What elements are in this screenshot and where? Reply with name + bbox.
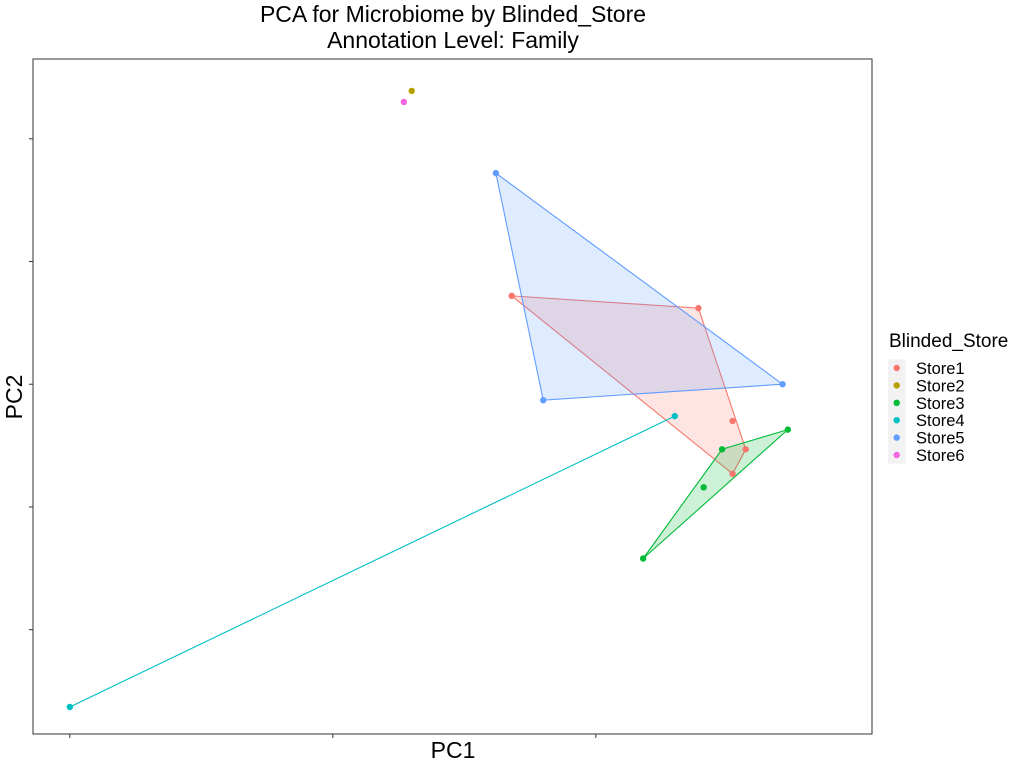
point-store5 [540,396,547,404]
point-store1 [729,470,736,478]
legend-key-store2 [893,382,900,389]
legend-label-store6: Store6 [916,447,965,465]
point-store1 [508,292,515,300]
point-store3 [639,555,647,562]
point-store6 [400,98,408,106]
x-axis-title: PC1 [431,737,476,763]
point-store1 [695,304,702,312]
chart-subtitle: Annotation Level: Family [327,27,579,53]
legend-key-store5 [893,434,900,441]
legend-key-store1 [893,364,900,372]
legend-label-store1: Store1 [916,360,965,378]
legend-key-store4 [893,417,900,424]
plot-panel [32,58,873,735]
legend-label-store4: Store4 [916,412,965,430]
axis-ticks [29,138,597,738]
point-store3 [784,426,792,433]
legend-title: Blinded_Store [889,331,1008,352]
point-store3 [700,484,707,491]
legend-label-store5: Store5 [916,430,965,448]
hull-store3 [642,429,789,559]
point-store4 [671,412,678,420]
hull-layer [69,171,789,708]
y-axis-title: PC2 [1,375,27,420]
legend-key-store3 [893,399,900,406]
point-store3 [718,446,726,453]
hull-store5 [495,171,785,401]
point-store1 [742,446,749,453]
hull-store4 [69,415,675,708]
legend-key-store6 [893,451,900,459]
point-store1 [729,417,736,425]
point-store4 [66,703,74,711]
point-store5 [492,169,500,177]
point-layer [66,87,792,711]
legend-label-store3: Store3 [916,395,965,413]
chart-title: PCA for Microbiome by Blinded_Store [260,1,646,27]
point-store5 [779,381,786,388]
point-store2 [408,87,415,95]
legend-label-store2: Store2 [916,377,965,395]
legend: Blinded_Store Store1Store2Store3Store4St… [888,331,1008,465]
